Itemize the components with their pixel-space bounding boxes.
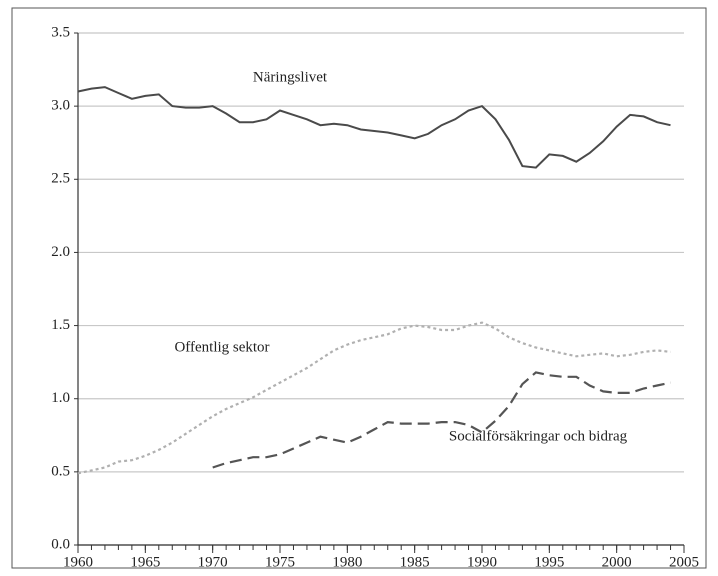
x-tick-label: 1980 <box>332 554 362 570</box>
x-tick-label: 2005 <box>669 554 699 570</box>
x-tick-label: 1975 <box>265 554 295 570</box>
x-tick-label: 1985 <box>400 554 430 570</box>
y-tick-label: 2.5 <box>51 171 70 187</box>
y-tick-label: 1.5 <box>51 317 70 333</box>
y-tick-label: 3.0 <box>51 98 70 114</box>
x-tick-label: 1960 <box>63 554 93 570</box>
y-tick-label: 0.5 <box>51 463 70 479</box>
series-line <box>77 321 671 475</box>
annotation: Offentlig sektor <box>174 339 269 355</box>
series-line <box>212 371 671 469</box>
annotation: Socialförsäkringar och bidrag <box>449 428 628 444</box>
series-line <box>77 86 671 169</box>
x-tick-label: 1965 <box>130 554 160 570</box>
x-tick-label: 1995 <box>534 554 564 570</box>
frame <box>11 7 707 569</box>
y-tick-label: 3.5 <box>51 24 70 40</box>
y-tick-label: 2.0 <box>51 244 70 260</box>
y-tick-label: 1.0 <box>51 390 70 406</box>
annotation: Näringslivet <box>253 69 328 85</box>
x-tick-label: 1990 <box>467 554 497 570</box>
x-tick-label: 2000 <box>602 554 632 570</box>
y-tick-label: 0.0 <box>51 536 70 552</box>
x-tick-label: 1970 <box>198 554 228 570</box>
